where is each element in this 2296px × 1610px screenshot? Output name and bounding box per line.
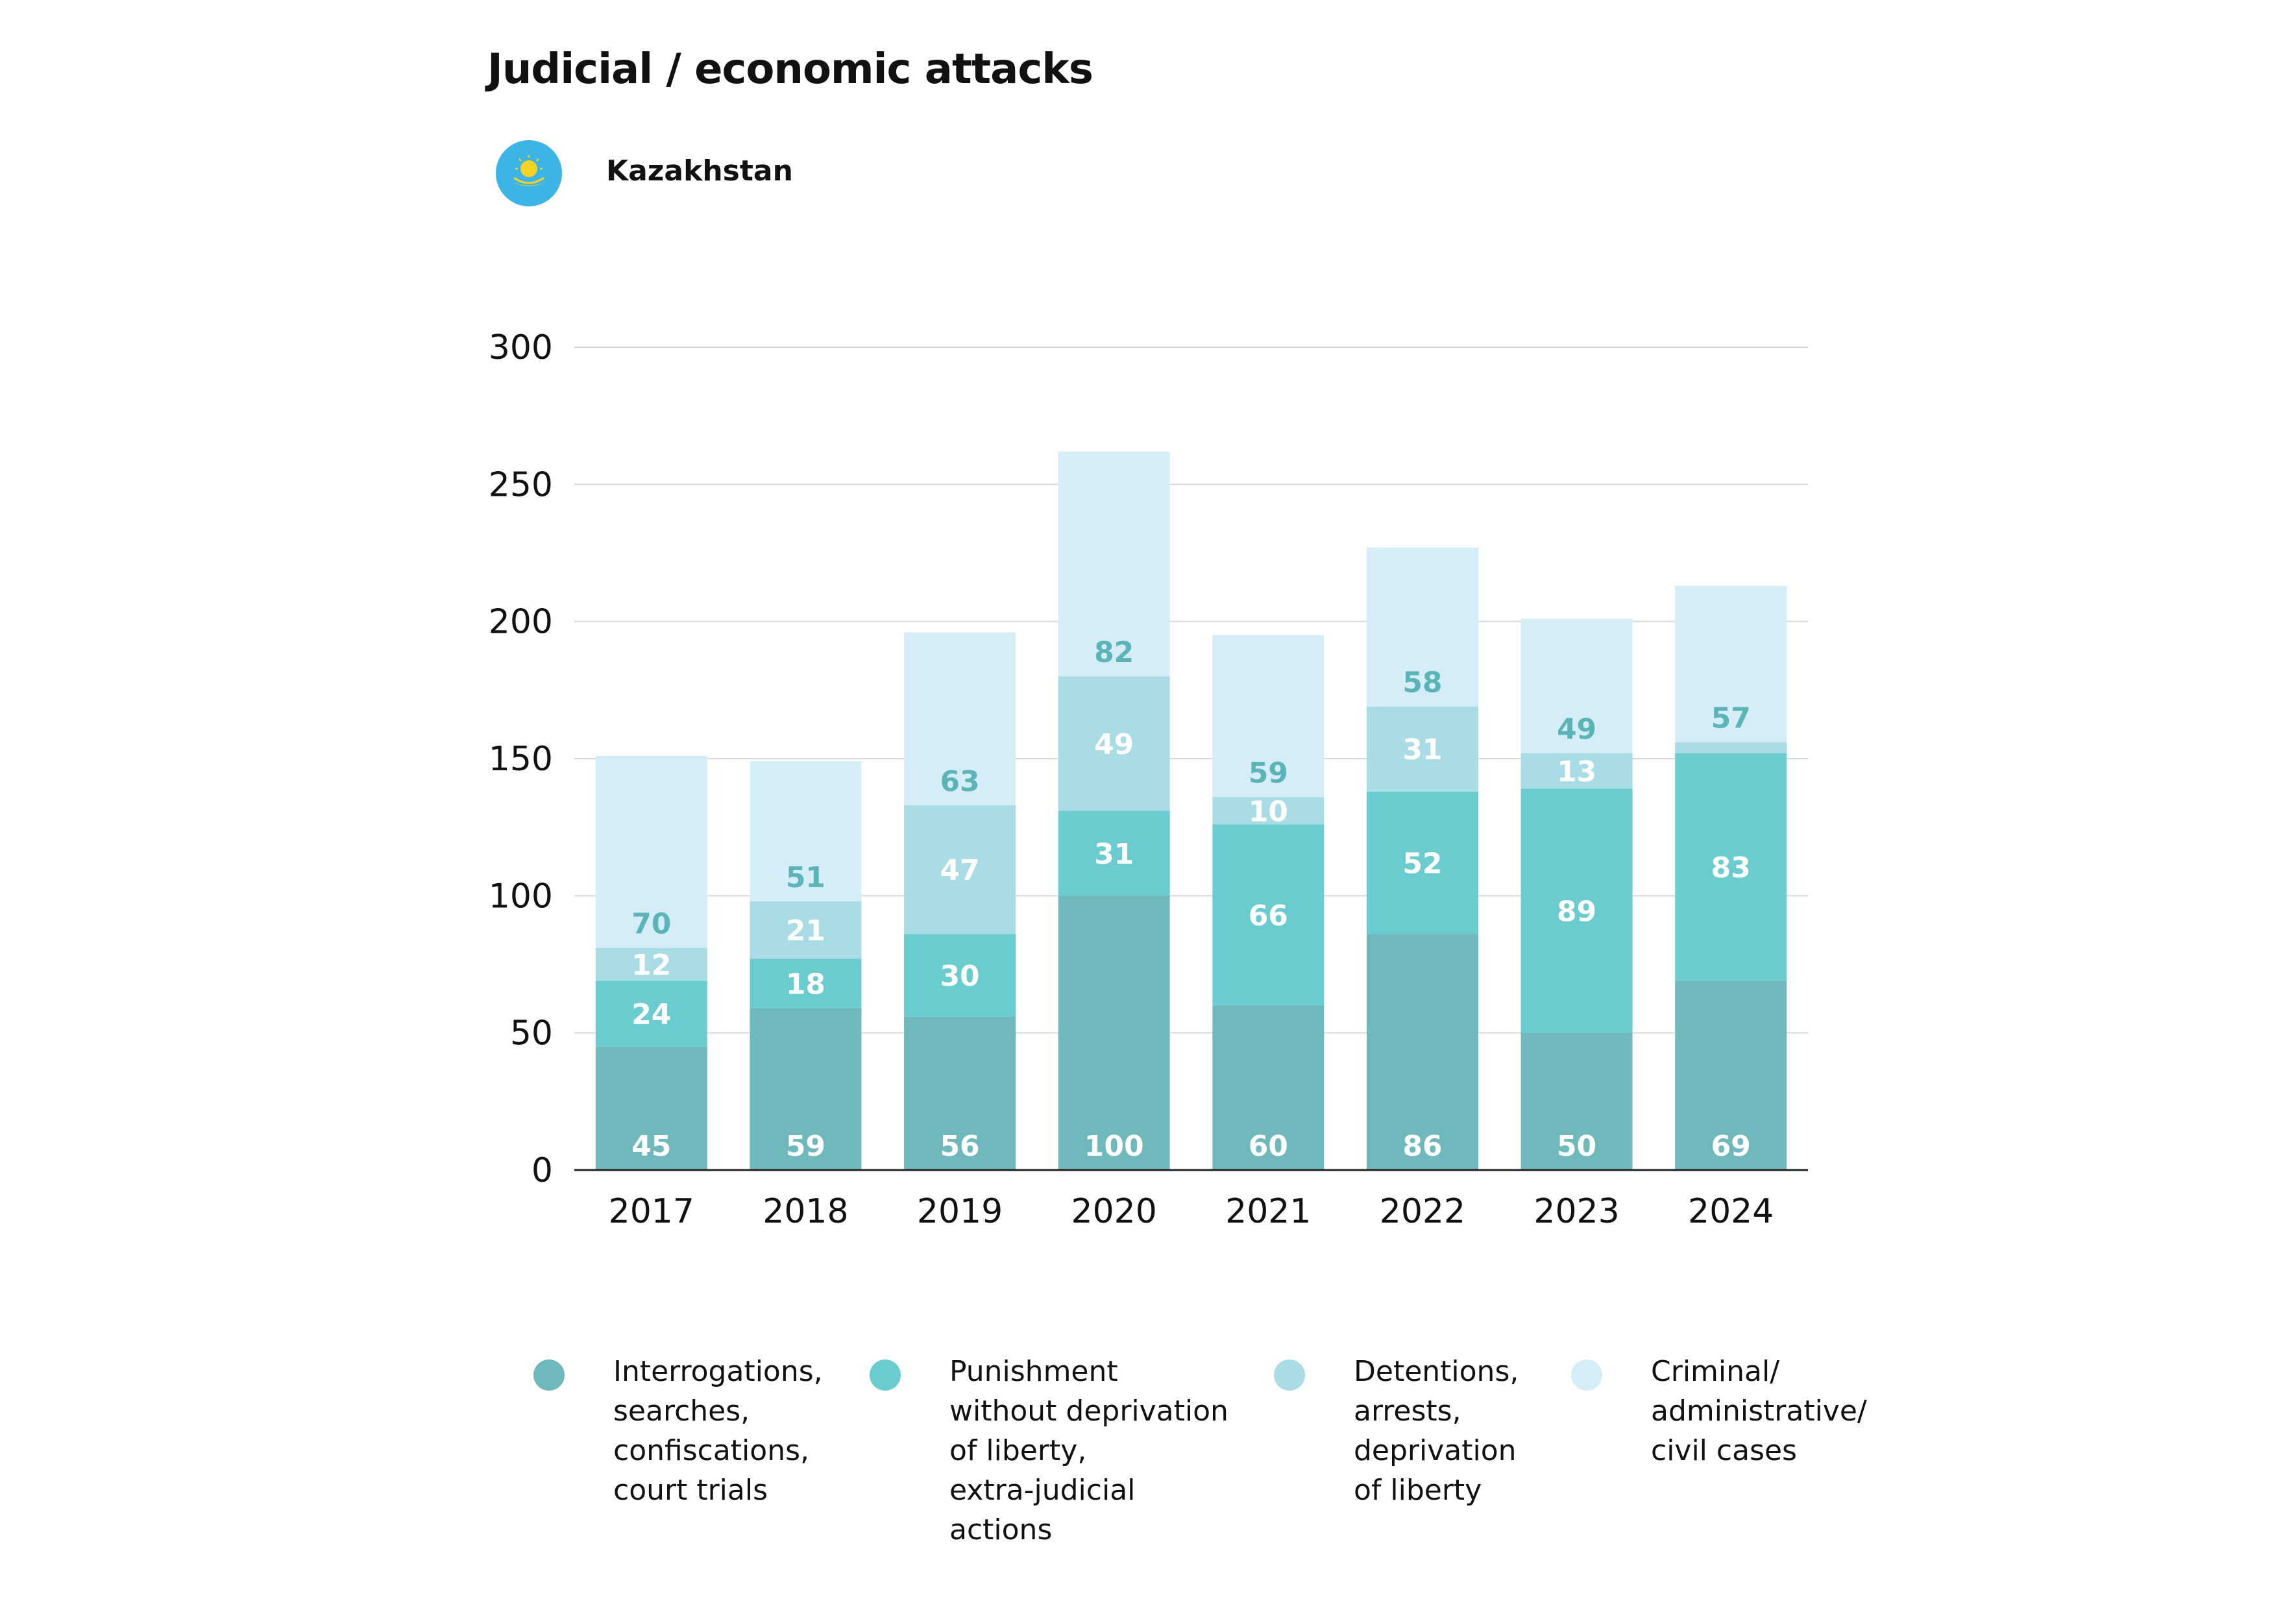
y-tick-label: 250 [489, 465, 553, 504]
bar-segment [1675, 585, 1787, 742]
data-label: 31 [1402, 733, 1442, 766]
y-tick-label: 100 [489, 877, 553, 916]
bar-segment [1212, 1005, 1325, 1170]
data-label: 24 [631, 998, 671, 1031]
bar-segment [1058, 811, 1170, 896]
bar-segment [1366, 934, 1478, 1170]
bar-segment [750, 901, 862, 959]
bar-segment [1520, 753, 1633, 789]
legend-swatch [870, 1360, 901, 1391]
y-tick-label: 150 [489, 740, 553, 779]
data-label: 83 [1711, 851, 1751, 884]
data-label: 50 [1557, 1130, 1596, 1163]
data-label: 13 [1557, 755, 1596, 788]
bar-segment [1366, 791, 1478, 934]
y-tick-label: 300 [489, 328, 553, 367]
bar-segment [1520, 788, 1633, 1033]
data-label: 69 [1711, 1130, 1751, 1163]
bar-segment [1212, 797, 1325, 825]
data-label: 60 [1249, 1130, 1288, 1163]
data-label: 59 [1249, 757, 1288, 790]
bar-segment [750, 761, 862, 901]
bar-segment [1058, 451, 1170, 677]
bar-segment [904, 1016, 1016, 1170]
chart-title: Judicial / economic attacks [487, 45, 1093, 93]
x-tick-label: 2019 [917, 1192, 1003, 1231]
bar-segment [750, 958, 862, 1008]
bar-segment [595, 755, 707, 948]
bar-segment [595, 947, 707, 981]
legend-label: Punishment without deprivation of libert… [949, 1355, 1228, 1546]
legend-label: Interrogations, searches, confiscations,… [613, 1355, 823, 1507]
data-label: 12 [631, 949, 671, 982]
data-label: 70 [631, 908, 671, 941]
data-label: 49 [1557, 713, 1596, 746]
data-label: 86 [1402, 1130, 1442, 1163]
legend-swatch [1571, 1360, 1602, 1391]
x-tick-label: 2021 [1225, 1192, 1311, 1231]
bar-segment [595, 1046, 707, 1170]
legend-swatch [533, 1360, 565, 1391]
data-label: 49 [1094, 728, 1134, 761]
bar-segment [1675, 753, 1787, 981]
x-tick-label: 2020 [1071, 1192, 1157, 1231]
bar-segment [1520, 618, 1633, 753]
bar-segment [595, 981, 707, 1047]
bar-segment [1675, 742, 1787, 753]
data-label: 63 [940, 765, 979, 798]
data-label: 18 [786, 968, 825, 1001]
data-label: 82 [1094, 636, 1134, 669]
data-label: 100 [1084, 1130, 1144, 1163]
bar-segment [750, 1008, 862, 1170]
data-label: 45 [631, 1130, 671, 1163]
legend-label: Detentions, arrests, deprivation of libe… [1354, 1355, 1519, 1507]
kazakhstan-flag-icon [496, 140, 562, 206]
bar-segment [1212, 635, 1325, 798]
bar-segment [1212, 824, 1325, 1006]
bar-segment [1058, 676, 1170, 811]
bar-segment [904, 632, 1016, 805]
data-label: 10 [1249, 795, 1288, 828]
bar-segment [904, 934, 1016, 1017]
x-tick-label: 2023 [1533, 1192, 1619, 1231]
legend-swatch [1274, 1360, 1305, 1391]
data-label: 58 [1402, 666, 1442, 700]
bar-segment [1675, 981, 1787, 1170]
data-label: 59 [786, 1130, 825, 1163]
bar-segment [1520, 1032, 1633, 1170]
y-tick-label: 0 [531, 1151, 553, 1190]
data-label: 52 [1402, 848, 1442, 881]
data-label: 51 [786, 861, 825, 894]
data-label: 89 [1557, 896, 1596, 929]
x-tick-label: 2018 [763, 1192, 848, 1231]
x-tick-label: 2022 [1380, 1192, 1465, 1231]
y-tick-label: 50 [510, 1014, 553, 1053]
stacked-bar-chart: 0 50 100 150 200 250 300 45 24 12 70 2017 59 18 21 51 20… [489, 328, 1808, 1231]
legend-label: Criminal/ administrative/ civil cases [1651, 1355, 1867, 1467]
country-label: Kazakhstan [606, 154, 793, 188]
data-label: 47 [940, 854, 979, 887]
data-label: 31 [1094, 838, 1134, 871]
bar-segment [1058, 896, 1170, 1170]
data-label: 56 [940, 1130, 979, 1163]
bar-segment [1366, 547, 1478, 707]
data-label: 57 [1711, 702, 1751, 735]
y-tick-label: 200 [489, 603, 553, 642]
bar-segment [1366, 706, 1478, 792]
bar-segment [904, 805, 1016, 934]
data-label: 66 [1249, 899, 1288, 933]
data-label: 30 [940, 960, 979, 993]
x-tick-label: 2017 [609, 1192, 694, 1231]
data-label: 21 [786, 914, 825, 947]
x-tick-label: 2024 [1688, 1192, 1774, 1231]
